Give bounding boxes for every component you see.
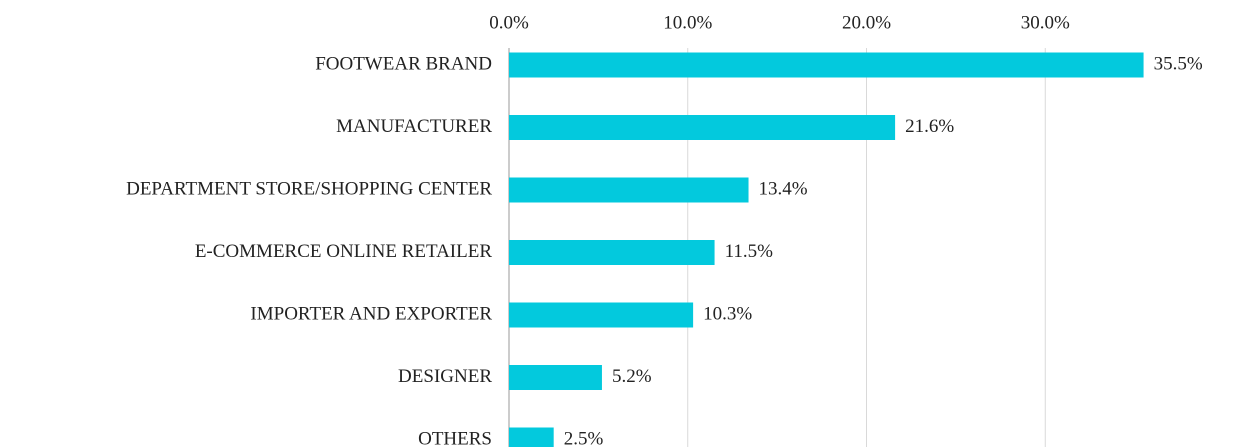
x-tick-label: 0.0% <box>489 12 529 33</box>
bar <box>509 115 896 140</box>
category-label: E-COMMERCE ONLINE RETAILER <box>195 241 492 262</box>
value-label: 10.3% <box>703 303 752 324</box>
category-label: DEPARTMENT STORE/SHOPPING CENTER <box>126 178 492 199</box>
category-label: FOOTWEAR BRAND <box>315 53 492 74</box>
category-label: IMPORTER AND EXPORTER <box>250 303 492 324</box>
x-tick-label: 30.0% <box>1021 12 1070 33</box>
category-label: MANUFACTURER <box>336 116 492 137</box>
bar <box>509 240 715 265</box>
value-label: 21.6% <box>905 116 954 137</box>
value-label: 2.5% <box>564 428 604 447</box>
x-tick-label: 10.0% <box>663 12 712 33</box>
bar <box>509 427 554 447</box>
value-label: 5.2% <box>612 366 652 387</box>
category-label: OTHERS <box>418 428 492 447</box>
x-tick-label: 20.0% <box>842 12 891 33</box>
category-label: DESIGNER <box>398 366 492 387</box>
bar <box>509 365 602 390</box>
bar <box>509 177 749 203</box>
value-label: 13.4% <box>759 178 808 199</box>
value-label: 11.5% <box>725 241 774 262</box>
value-label: 35.5% <box>1154 53 1203 74</box>
bar <box>509 302 694 328</box>
bar <box>509 52 1144 78</box>
